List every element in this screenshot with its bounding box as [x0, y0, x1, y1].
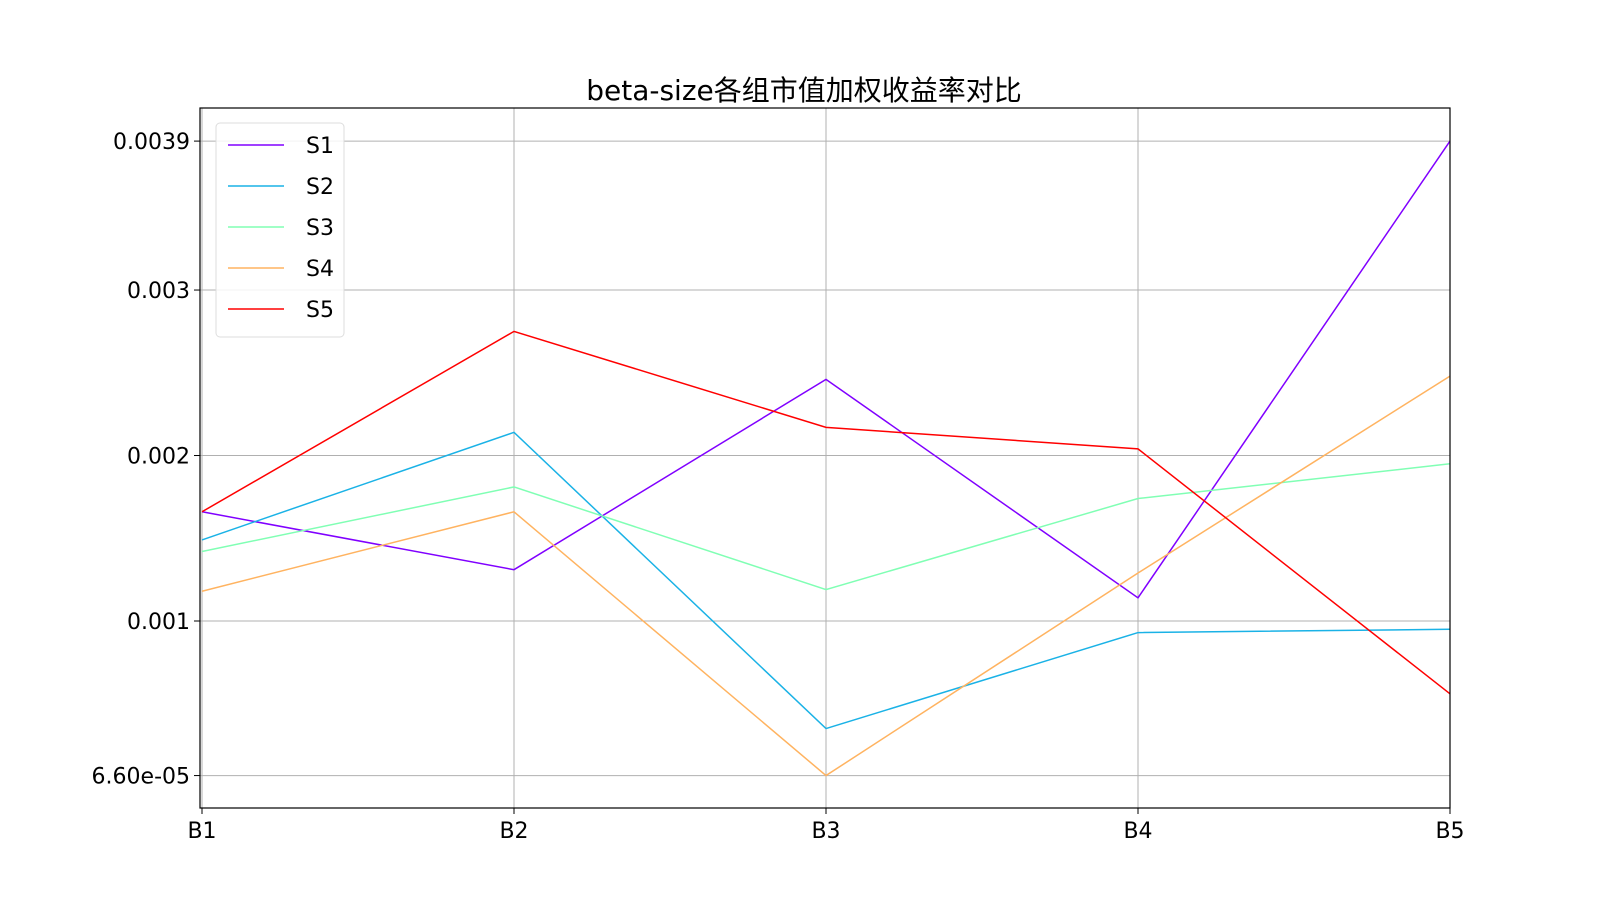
series-layer — [201, 140, 1451, 777]
x-tick-label: B1 — [187, 819, 216, 844]
grid-layer — [200, 108, 1451, 808]
x-tick-label: B5 — [1435, 819, 1464, 844]
y-tick-label: 0.003 — [127, 279, 190, 304]
legend-box — [215, 122, 345, 338]
chart-title: beta-size各组市值加权收益率对比 — [586, 74, 1022, 107]
x-tick-label: B4 — [1123, 819, 1152, 844]
series-line-s1 — [201, 140, 1451, 599]
series-line-s3 — [201, 463, 1451, 591]
legend-label-s4: S4 — [306, 257, 334, 282]
legend-label-s2: S2 — [306, 175, 334, 200]
y-tick-label: 6.60e-05 — [92, 765, 190, 790]
series-line-s4 — [201, 375, 1451, 777]
legend-label-s1: S1 — [306, 134, 334, 159]
x-tick-label: B2 — [499, 819, 528, 844]
plot-frame — [199, 107, 1451, 809]
series-line-s5 — [201, 330, 1451, 695]
legend-label-s3: S3 — [306, 216, 334, 241]
legend-label-s5: S5 — [306, 298, 334, 323]
y-tick-label: 0.0039 — [113, 130, 190, 155]
y-tick-label: 0.002 — [127, 445, 190, 470]
y-tick-label: 0.001 — [127, 610, 190, 635]
series-line-s2 — [201, 431, 1451, 730]
x-tick-label: B3 — [811, 819, 840, 844]
tick-layer: B1 B2 B3 B4 B5 6.60e-05 0.001 0.002 0.003 0.0039 — [92, 130, 1465, 844]
legend: S1 S2 S3 S4 S5 — [215, 122, 345, 338]
